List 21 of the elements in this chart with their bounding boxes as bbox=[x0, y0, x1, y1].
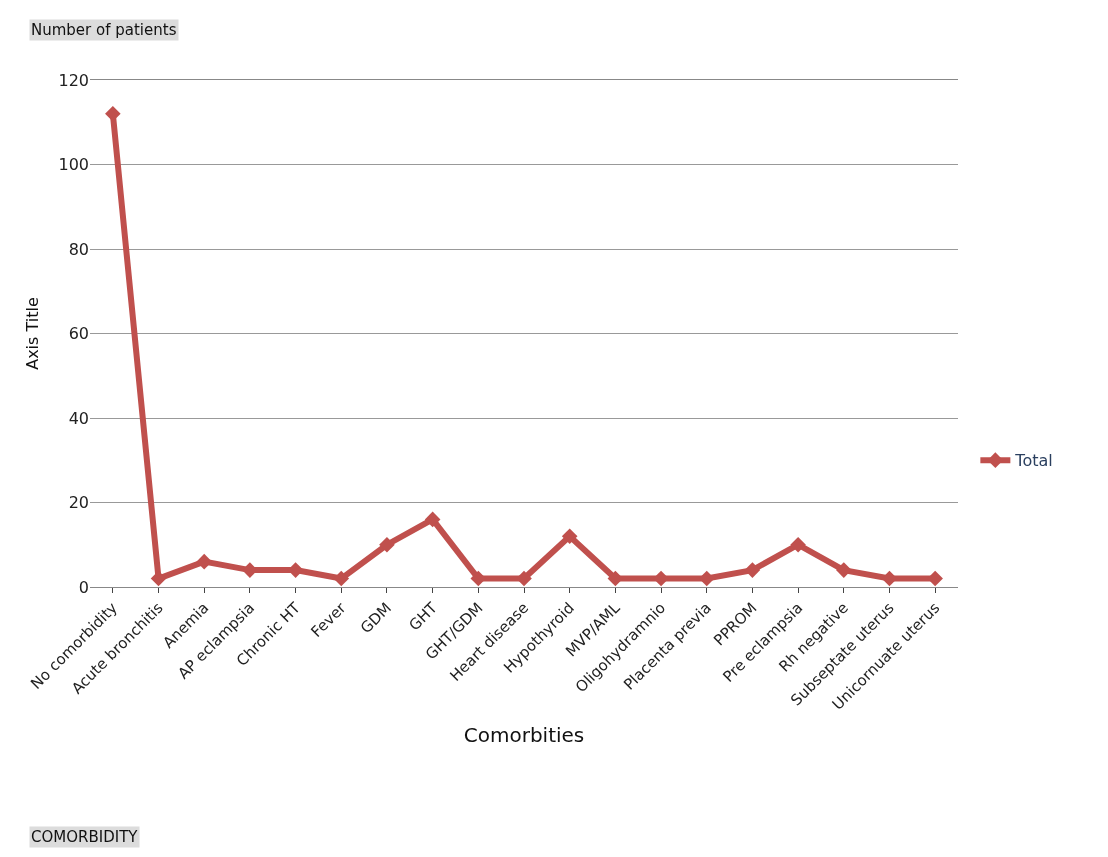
point bbox=[196, 553, 213, 570]
point bbox=[333, 570, 350, 587]
text: Number of patients bbox=[31, 21, 177, 39]
y-tick-label: 0 bbox=[78, 577, 89, 597]
y-tick-label: 100 bbox=[58, 155, 89, 175]
y-tick-label: 120 bbox=[58, 70, 89, 90]
legend-label: Total bbox=[1014, 451, 1053, 471]
y-tick-label: 60 bbox=[68, 324, 89, 344]
y-tick-label: 20 bbox=[68, 493, 89, 513]
y-axis-title: Axis Title bbox=[23, 297, 43, 370]
point bbox=[424, 511, 441, 528]
y-tick-label: 80 bbox=[68, 239, 89, 259]
text: COMORBIDITY bbox=[31, 828, 139, 846]
point bbox=[835, 562, 852, 578]
point bbox=[744, 562, 761, 578]
y-tick-label: 40 bbox=[68, 408, 89, 428]
x-axis-title: Comorbities bbox=[463, 723, 585, 748]
point bbox=[561, 528, 578, 545]
point bbox=[105, 106, 121, 122]
point bbox=[379, 536, 395, 553]
point bbox=[790, 536, 806, 553]
